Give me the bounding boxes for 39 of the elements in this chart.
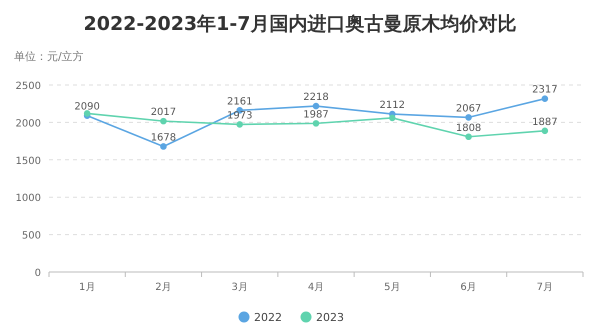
data-label: 2161 <box>226 96 252 108</box>
point <box>236 121 244 128</box>
x-tick-label: 3月 <box>232 282 248 293</box>
x-tick-label: 4月 <box>308 282 324 293</box>
x-tick-label: 6月 <box>460 282 477 293</box>
point <box>160 118 167 124</box>
point <box>388 114 396 122</box>
y-tick-label: 1000 <box>16 193 41 204</box>
data-label: 2067 <box>456 103 482 114</box>
y-tick-label: 500 <box>22 230 41 242</box>
legend-label: 2023 <box>316 311 344 324</box>
data-label: 1887 <box>532 116 558 128</box>
point <box>312 120 320 127</box>
x-tick-label: 7月 <box>536 282 554 293</box>
point <box>542 95 548 102</box>
data-label: 1973 <box>226 110 252 122</box>
y-tick-label: 2500 <box>16 81 41 92</box>
legend-label: 2022 <box>254 311 282 324</box>
y-axis-title: 单位：元/立方 <box>14 50 84 63</box>
point <box>160 143 167 150</box>
x-tick-label: 5月 <box>384 282 400 293</box>
y-tick-label: 1500 <box>16 156 41 167</box>
chart-title: 2022-2023年1-7月国内进口奥古曼原木均价对比 <box>84 13 516 35</box>
data-label: 1808 <box>456 122 482 134</box>
data-label: 2090 <box>74 102 100 113</box>
data-label: 1987 <box>303 109 329 120</box>
data-label: 2112 <box>380 100 406 112</box>
point <box>465 133 472 140</box>
x-tick-label: 1月 <box>78 282 96 293</box>
y-tick-label: 0 <box>34 268 41 279</box>
data-label: 2317 <box>532 84 558 96</box>
point <box>465 114 472 121</box>
point <box>312 102 320 110</box>
point <box>542 128 548 134</box>
data-label: 1678 <box>150 132 176 144</box>
data-label: 2017 <box>150 107 176 118</box>
data-label: 2218 <box>303 92 329 104</box>
y-tick-label: 2000 <box>16 118 41 130</box>
x-tick-label: 2月 <box>155 282 172 293</box>
